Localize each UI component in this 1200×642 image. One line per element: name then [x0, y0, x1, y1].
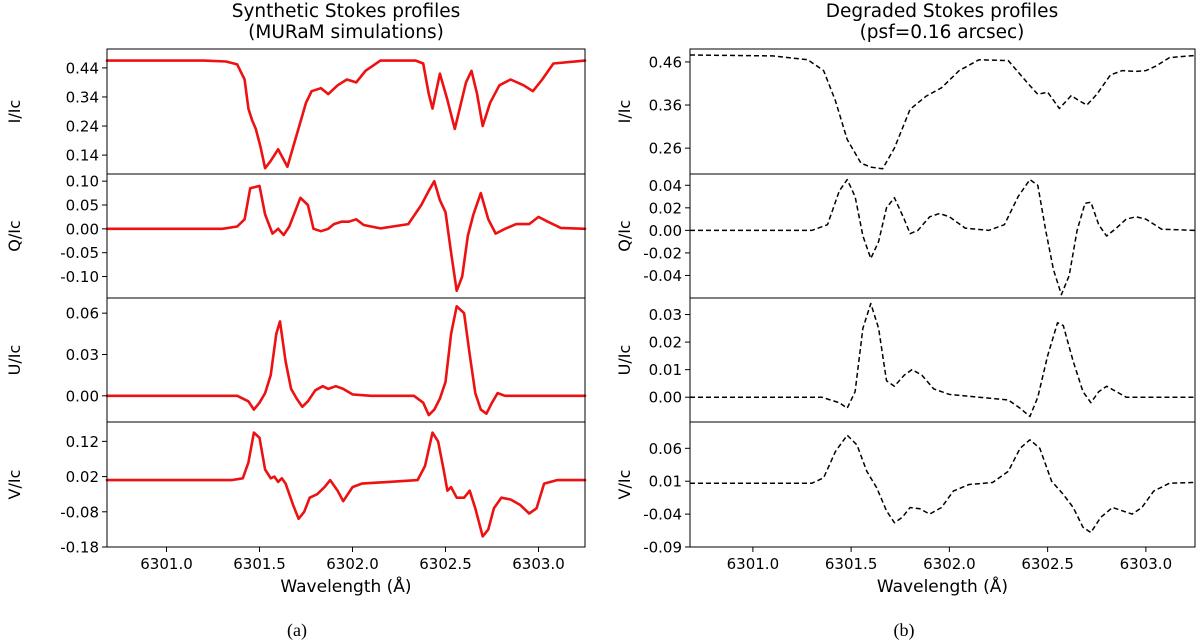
y-tick-label: 0.06 — [649, 440, 682, 458]
chart-title-line: (MURaM simulations) — [248, 22, 444, 43]
y-tick-label: -0.10 — [60, 268, 99, 286]
y-tick-label: 0.24 — [66, 118, 99, 136]
x-tick-label: 6301.5 — [233, 555, 286, 573]
series-line-i-ic — [105, 59, 587, 170]
y-tick-label: 0.04 — [649, 177, 682, 195]
chart-title-line: Degraded Stokes profiles — [826, 1, 1058, 22]
y-axis-label: V/Ic — [615, 470, 634, 500]
panel-frame — [689, 173, 1196, 299]
y-tick-label: 0.46 — [649, 53, 682, 71]
y-tick-label: 0.14 — [66, 147, 99, 165]
panel-v-ic: 0.06 0.01 -0.04 -0.09 V/Ic — [615, 421, 1196, 557]
y-axis-label: I/Ic — [615, 100, 634, 124]
panel-frame — [689, 297, 1196, 423]
series-line-i-ic — [689, 54, 1196, 170]
series-line-v-ic — [105, 431, 587, 538]
x-tick-label: 6302.5 — [1021, 555, 1074, 573]
panel-i-ic: 0.44 0.34 0.24 0.14 I/Ic — [5, 48, 587, 175]
panel-i-ic: 0.46 0.36 0.26 I/Ic — [615, 48, 1196, 175]
series-line-v-ic — [690, 434, 1196, 534]
y-axis-label: I/Ic — [5, 100, 24, 124]
panel-frame — [689, 421, 1196, 548]
y-tick-label: 0.36 — [649, 97, 682, 115]
panel-frame — [106, 421, 586, 548]
y-tick-label: 0.00 — [66, 220, 99, 238]
y-tick-label: 0.00 — [66, 387, 99, 405]
x-tick-label: 6302.0 — [923, 555, 976, 573]
y-tick-label: 0.10 — [66, 173, 99, 191]
y-tick-label: -0.05 — [60, 244, 99, 262]
x-tick-label: 6302.0 — [326, 555, 379, 573]
y-tick-label: 0.44 — [66, 59, 99, 77]
y-tick-label: -0.04 — [643, 506, 682, 524]
y-tick-label: 0.03 — [649, 306, 682, 324]
y-tick-label: 0.05 — [66, 197, 99, 215]
y-tick-label: 0.02 — [649, 334, 682, 352]
panel-frame — [106, 297, 586, 423]
y-tick-label: 0.06 — [66, 305, 99, 323]
series-line-q-ic — [690, 178, 1196, 296]
y-tick-label: -0.04 — [643, 267, 682, 285]
y-tick-label: 0.01 — [649, 473, 682, 491]
panel-frame — [689, 48, 1196, 175]
y-tick-label: 0.03 — [66, 346, 99, 364]
y-tick-label: 0.26 — [649, 140, 682, 158]
y-axis-label: Q/Ic — [5, 220, 24, 252]
y-tick-label: -0.18 — [60, 539, 99, 557]
y-tick-label: 0.02 — [649, 199, 682, 217]
series-line-q-ic — [105, 179, 587, 293]
y-tick-label: 0.02 — [66, 468, 99, 486]
chart-title-line: (psf=0.16 arcsec) — [860, 22, 1025, 43]
y-axis-label: U/Ic — [615, 345, 634, 376]
y-tick-label: -0.08 — [60, 503, 99, 521]
panel-v-ic: 0.12 0.02 -0.08 -0.18 V/Ic — [5, 421, 587, 557]
x-tick-label: 6301.0 — [727, 555, 780, 573]
y-axis-label: U/Ic — [5, 345, 24, 376]
panel-u-ic: 0.06 0.03 0.00 U/Ic — [5, 297, 587, 423]
chart-a: Synthetic Stokes profiles(MURaM simulati… — [5, 1, 587, 641]
x-tick-label: 6301.5 — [825, 555, 878, 573]
series-line-u-ic — [105, 305, 587, 417]
y-tick-label: 0.34 — [66, 88, 99, 106]
y-tick-label: -0.02 — [643, 244, 682, 262]
panel-u-ic: 0.03 0.02 0.01 0.00 U/Ic — [615, 297, 1196, 423]
x-axis-label: Wavelength (Å) — [280, 575, 411, 597]
y-axis-label: Q/Ic — [615, 220, 634, 252]
chart-title-line: Synthetic Stokes profiles — [232, 1, 461, 22]
panel-frame — [106, 173, 586, 299]
x-tick-label: 6303.0 — [1120, 555, 1173, 573]
panel-q-ic: 0.04 0.02 0.00 -0.02 -0.04 Q/Ic — [615, 173, 1196, 299]
chart-b: Degraded Stokes profiles(psf=0.16 arcsec… — [615, 1, 1196, 641]
figure-caption: (a) — [287, 620, 307, 641]
y-tick-label: -0.09 — [643, 539, 682, 557]
y-axis-label: V/Ic — [5, 470, 24, 500]
x-axis-label: Wavelength (Å) — [877, 575, 1008, 597]
y-tick-label: 0.00 — [649, 222, 682, 240]
x-tick-label: 6301.0 — [140, 555, 193, 573]
y-tick-label: 0.12 — [66, 433, 99, 451]
y-tick-label: 0.01 — [649, 361, 682, 379]
x-tick-label: 6302.5 — [419, 555, 472, 573]
panel-q-ic: 0.10 0.05 0.00 -0.05 -0.10 Q/Ic — [5, 173, 587, 299]
panel-frame — [106, 48, 586, 175]
y-tick-label: 0.00 — [649, 389, 682, 407]
series-line-u-ic — [690, 302, 1195, 418]
x-tick-label: 6303.0 — [512, 555, 565, 573]
figure-caption: (b) — [894, 620, 915, 641]
